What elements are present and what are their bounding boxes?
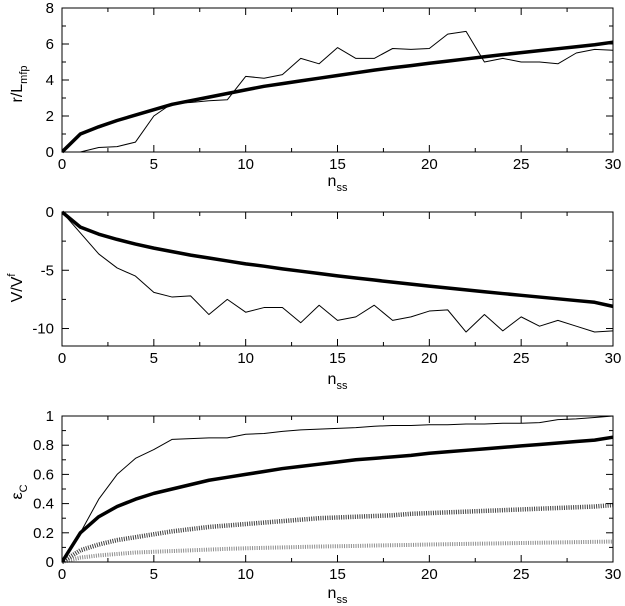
y-tick-label: -5 [41,262,54,279]
x-tick-label: 5 [150,566,158,583]
plot-frame [61,211,614,347]
y-axis-label: V/Vf [6,273,26,303]
x-tick-label: 10 [237,566,254,583]
series-simulation [62,30,614,153]
x-tick-label: 15 [329,566,346,583]
x-axis-label: nss [328,585,348,606]
y-axis-label: r/Lmfp [9,65,30,102]
x-tick-label: 25 [513,566,530,583]
panel-middle: 0 5 10 15 20 25 30 -10 -5 0 nss V/Vf [6,204,621,392]
plot-frame [61,415,614,563]
y-tick-label: 0.8 [33,437,54,454]
x-tick-label: 10 [237,350,254,367]
x-tick-label: 5 [150,350,158,367]
x-tick-label: 20 [421,350,438,367]
x-tick-label: 30 [605,566,622,583]
y-tick-label: 2 [46,108,54,125]
x-tick-label: 5 [150,156,158,173]
series-model-3 [62,539,614,564]
plot-frame [61,7,614,153]
series-simulation [62,211,614,333]
x-tick-label: 25 [513,156,530,173]
panel-bottom: 0 5 10 15 20 25 30 0 0.2 0.4 0.6 0.8 1 nss εC [9,408,621,606]
series-model-2 [62,502,614,564]
x-axis-label: nss [328,173,348,194]
y-tick-label: 0 [46,144,54,161]
x-tick-label: 20 [421,156,438,173]
series-model-1 [62,435,614,563]
x-tick-label: 30 [605,350,622,367]
x-tick-label: 15 [329,350,346,367]
y-tick-label: 8 [46,0,54,17]
y-tick-label: 0.2 [33,525,54,542]
x-tick-label: 0 [58,156,66,173]
series-simulation [62,415,614,563]
panel-top: 0 5 10 15 20 25 30 0 2 4 6 8 nss r/Lmfp [9,0,621,194]
x-tick-label: 10 [237,156,254,173]
x-tick-label: 25 [513,350,530,367]
y-tick-label: 0.6 [33,466,54,483]
y-tick-label: 0 [46,554,54,571]
series-model [62,40,614,154]
x-tick-label: 0 [58,566,66,583]
y-tick-label: -10 [32,321,54,338]
x-axis-label: nss [328,371,348,392]
x-tick-label: 15 [329,156,346,173]
y-tick-label: 0 [46,204,54,221]
x-tick-label: 20 [421,566,438,583]
y-tick-label: 1 [46,408,54,425]
x-tick-label: 0 [58,350,66,367]
y-tick-label: 6 [46,36,54,53]
series-model [62,210,614,309]
x-tick-label: 30 [605,156,622,173]
y-tick-label: 0.4 [33,496,54,513]
y-tick-label: 4 [46,72,54,89]
y-axis-label: εC [9,484,30,499]
